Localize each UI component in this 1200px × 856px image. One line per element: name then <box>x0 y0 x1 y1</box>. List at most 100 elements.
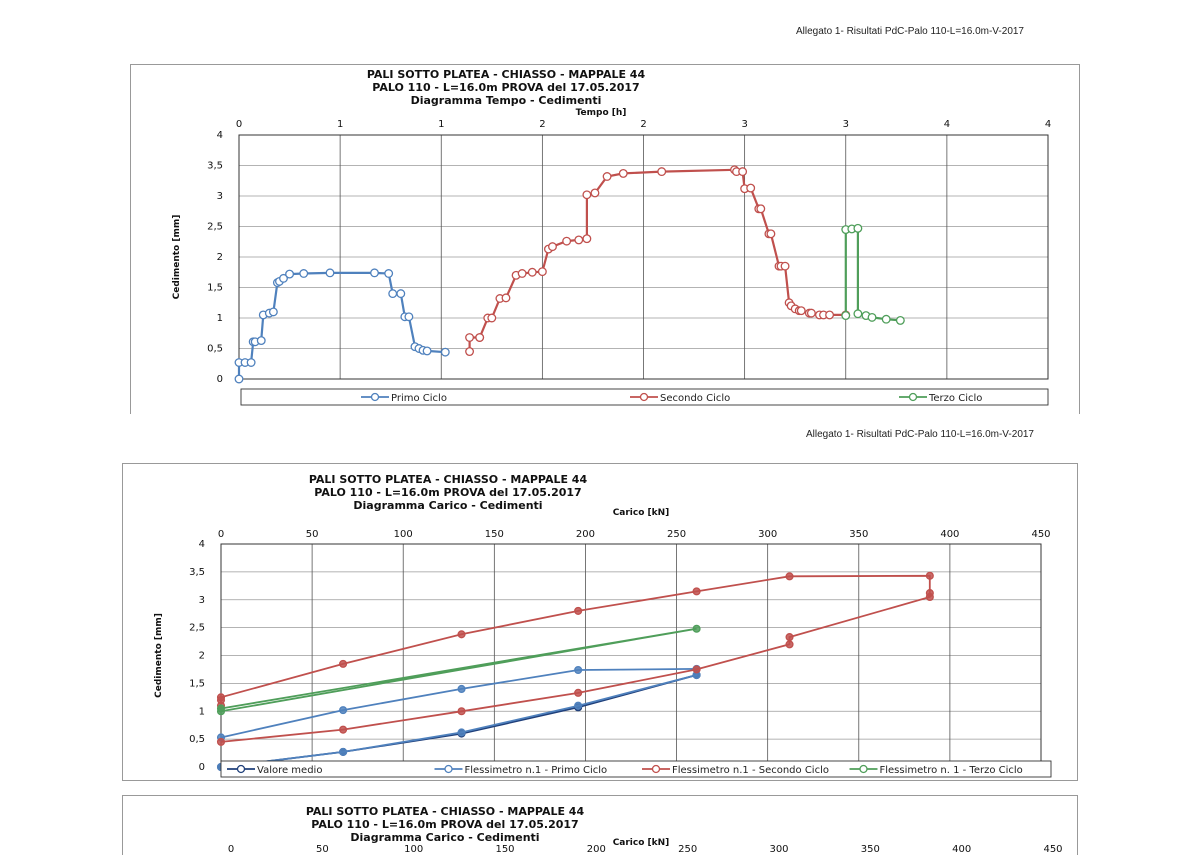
chart-carico-cedimenti: PALI SOTTO PLATEA - CHIASSO - MAPPALE 44… <box>154 473 1052 778</box>
chart-tempo-cedimenti: PALI SOTTO PLATEA - CHIASSO - MAPPALE 44… <box>172 68 1051 406</box>
x-axis-label: Tempo [h] <box>576 108 627 118</box>
legend-label: Secondo Ciclo <box>660 393 730 404</box>
data-point <box>457 728 466 737</box>
x-tick-label: 0 <box>218 529 224 540</box>
y-tick-label: 3,5 <box>189 567 205 578</box>
data-point <box>457 630 466 639</box>
y-tick-label: 3 <box>199 595 205 606</box>
chart-title: PALI SOTTO PLATEA - CHIASSO - MAPPALE 44 <box>367 68 646 81</box>
x-tick-label: 100 <box>394 529 413 540</box>
legend-marker <box>639 392 649 402</box>
chart-subtitle: PALO 110 - L=16.0m PROVA del 17.05.2017 <box>372 81 639 94</box>
y-axis-label: Cedimento [mm] <box>172 215 182 300</box>
series-line <box>844 227 901 322</box>
y-tick-label: 0,5 <box>189 734 205 745</box>
data-point <box>841 311 851 321</box>
x-tick-label: 250 <box>678 844 697 855</box>
plot-area <box>238 134 1049 380</box>
data-point <box>475 333 485 342</box>
legend-marker <box>236 764 246 774</box>
data-point <box>527 267 537 277</box>
data-point <box>501 293 511 303</box>
y-tick-label: 0 <box>217 374 223 385</box>
data-point <box>256 336 266 346</box>
chart-carico-cedimenti-2: PALI SOTTO PLATEA - CHIASSO - MAPPALE 44… <box>228 805 1063 855</box>
data-point <box>465 333 475 342</box>
data-point <box>780 261 790 271</box>
x-tick-label: 50 <box>306 529 319 540</box>
chart-panel-1: PALI SOTTO PLATEA - CHIASSO - MAPPALE 44… <box>130 64 1080 414</box>
data-point <box>548 242 557 252</box>
data-point <box>234 374 244 384</box>
legend-box <box>220 760 1052 778</box>
x-tick-label: 1 <box>337 119 343 130</box>
data-point <box>853 223 863 233</box>
data-point <box>465 347 475 356</box>
data-point <box>285 269 295 279</box>
y-tick-label: 2 <box>199 651 205 662</box>
chart-subtitle: PALO 110 - L=16.0m PROVA del 17.05.2017 <box>311 818 578 831</box>
x-axis-label: Carico [kN] <box>613 508 670 518</box>
chart-title: PALI SOTTO PLATEA - CHIASSO - MAPPALE 44 <box>309 473 588 486</box>
data-point <box>279 273 288 283</box>
y-tick-label: 0,5 <box>207 344 223 355</box>
x-tick-label: 200 <box>576 529 595 540</box>
data-point <box>785 640 794 649</box>
data-point <box>440 347 450 357</box>
x-tick-label: 450 <box>1043 844 1062 855</box>
legend-label: Terzo Ciclo <box>928 393 982 404</box>
y-tick-label: 1 <box>199 706 205 717</box>
data-point <box>796 306 806 316</box>
data-point <box>692 665 701 674</box>
data-point <box>457 707 466 716</box>
data-point <box>339 706 348 715</box>
legend-marker <box>651 764 661 774</box>
data-point <box>746 183 756 193</box>
data-point <box>457 684 466 694</box>
chart-title: PALI SOTTO PLATEA - CHIASSO - MAPPALE 44 <box>306 805 585 818</box>
data-point <box>582 234 592 244</box>
data-point <box>299 269 309 278</box>
x-tick-label: 100 <box>404 844 423 855</box>
x-axis-label: Carico [kN] <box>613 838 670 848</box>
y-tick-label: 1 <box>217 313 223 324</box>
data-point <box>574 688 583 697</box>
x-tick-label: 250 <box>667 529 686 540</box>
page-header-mid: Allegato 1- Risultati PdC-Palo 110-L=16.… <box>806 429 1034 440</box>
data-point <box>487 313 497 323</box>
data-point <box>806 308 816 318</box>
data-point <box>582 190 592 200</box>
legend-label: Flessimetro n. 1 - Terzo Ciclo <box>880 765 1023 776</box>
data-point <box>388 289 398 299</box>
x-tick-label: 2 <box>539 119 545 130</box>
chart-subtitle: PALO 110 - L=16.0m PROVA del 17.05.2017 <box>314 486 581 499</box>
data-point <box>574 235 584 245</box>
data-point <box>825 310 835 320</box>
series-line <box>237 271 446 379</box>
x-tick-label: 450 <box>1031 529 1050 540</box>
data-point <box>216 704 226 713</box>
data-point <box>574 701 583 710</box>
x-tick-label: 150 <box>485 529 504 540</box>
x-tick-label: 4 <box>1045 119 1051 130</box>
data-point <box>881 314 891 324</box>
x-tick-label: 350 <box>861 844 880 855</box>
data-point <box>925 571 934 580</box>
data-point <box>325 268 335 278</box>
data-point <box>339 659 348 668</box>
data-point <box>517 269 527 278</box>
x-tick-label: 4 <box>944 119 950 130</box>
y-tick-label: 4 <box>217 130 223 141</box>
data-point <box>785 572 794 581</box>
data-point <box>692 587 701 596</box>
x-tick-label: 1 <box>438 119 444 130</box>
data-point <box>246 358 256 367</box>
y-tick-label: 2 <box>217 252 223 263</box>
data-point <box>384 269 394 278</box>
series-line <box>220 574 931 743</box>
x-tick-label: 350 <box>849 529 868 540</box>
legend-label: Valore medio <box>257 765 322 776</box>
legend-label: Flessimetro n.1 - Primo Ciclo <box>465 765 608 776</box>
data-point <box>268 307 278 317</box>
y-tick-label: 4 <box>199 539 205 550</box>
